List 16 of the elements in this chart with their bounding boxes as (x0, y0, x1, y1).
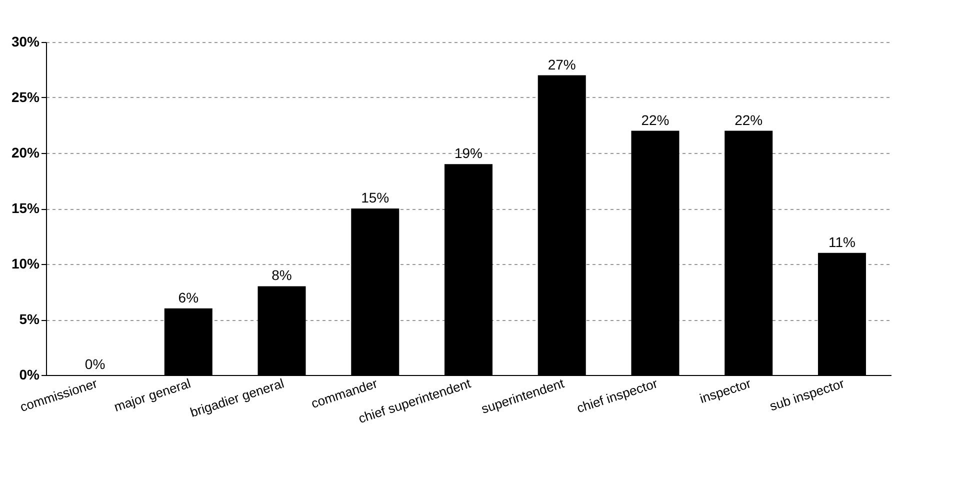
y-tick-label: 20% (11, 144, 40, 160)
y-tick-label: 5% (19, 311, 40, 327)
data-label: 15% (361, 190, 390, 206)
y-tick-label: 30% (11, 34, 40, 50)
data-label: 22% (734, 112, 763, 128)
y-tick-label: 10% (11, 256, 40, 272)
data-label: 0% (84, 356, 106, 372)
data-label: 11% (828, 234, 856, 250)
y-tick-label: 0% (19, 366, 40, 382)
data-label: 6% (178, 289, 199, 306)
data-label: 22% (641, 112, 670, 128)
data-label: 8% (272, 267, 292, 284)
data-label: 27% (548, 56, 576, 72)
y-tick-label: 25% (11, 89, 40, 105)
y-tick-label: 15% (11, 200, 40, 216)
data-label: 19% (454, 145, 483, 162)
